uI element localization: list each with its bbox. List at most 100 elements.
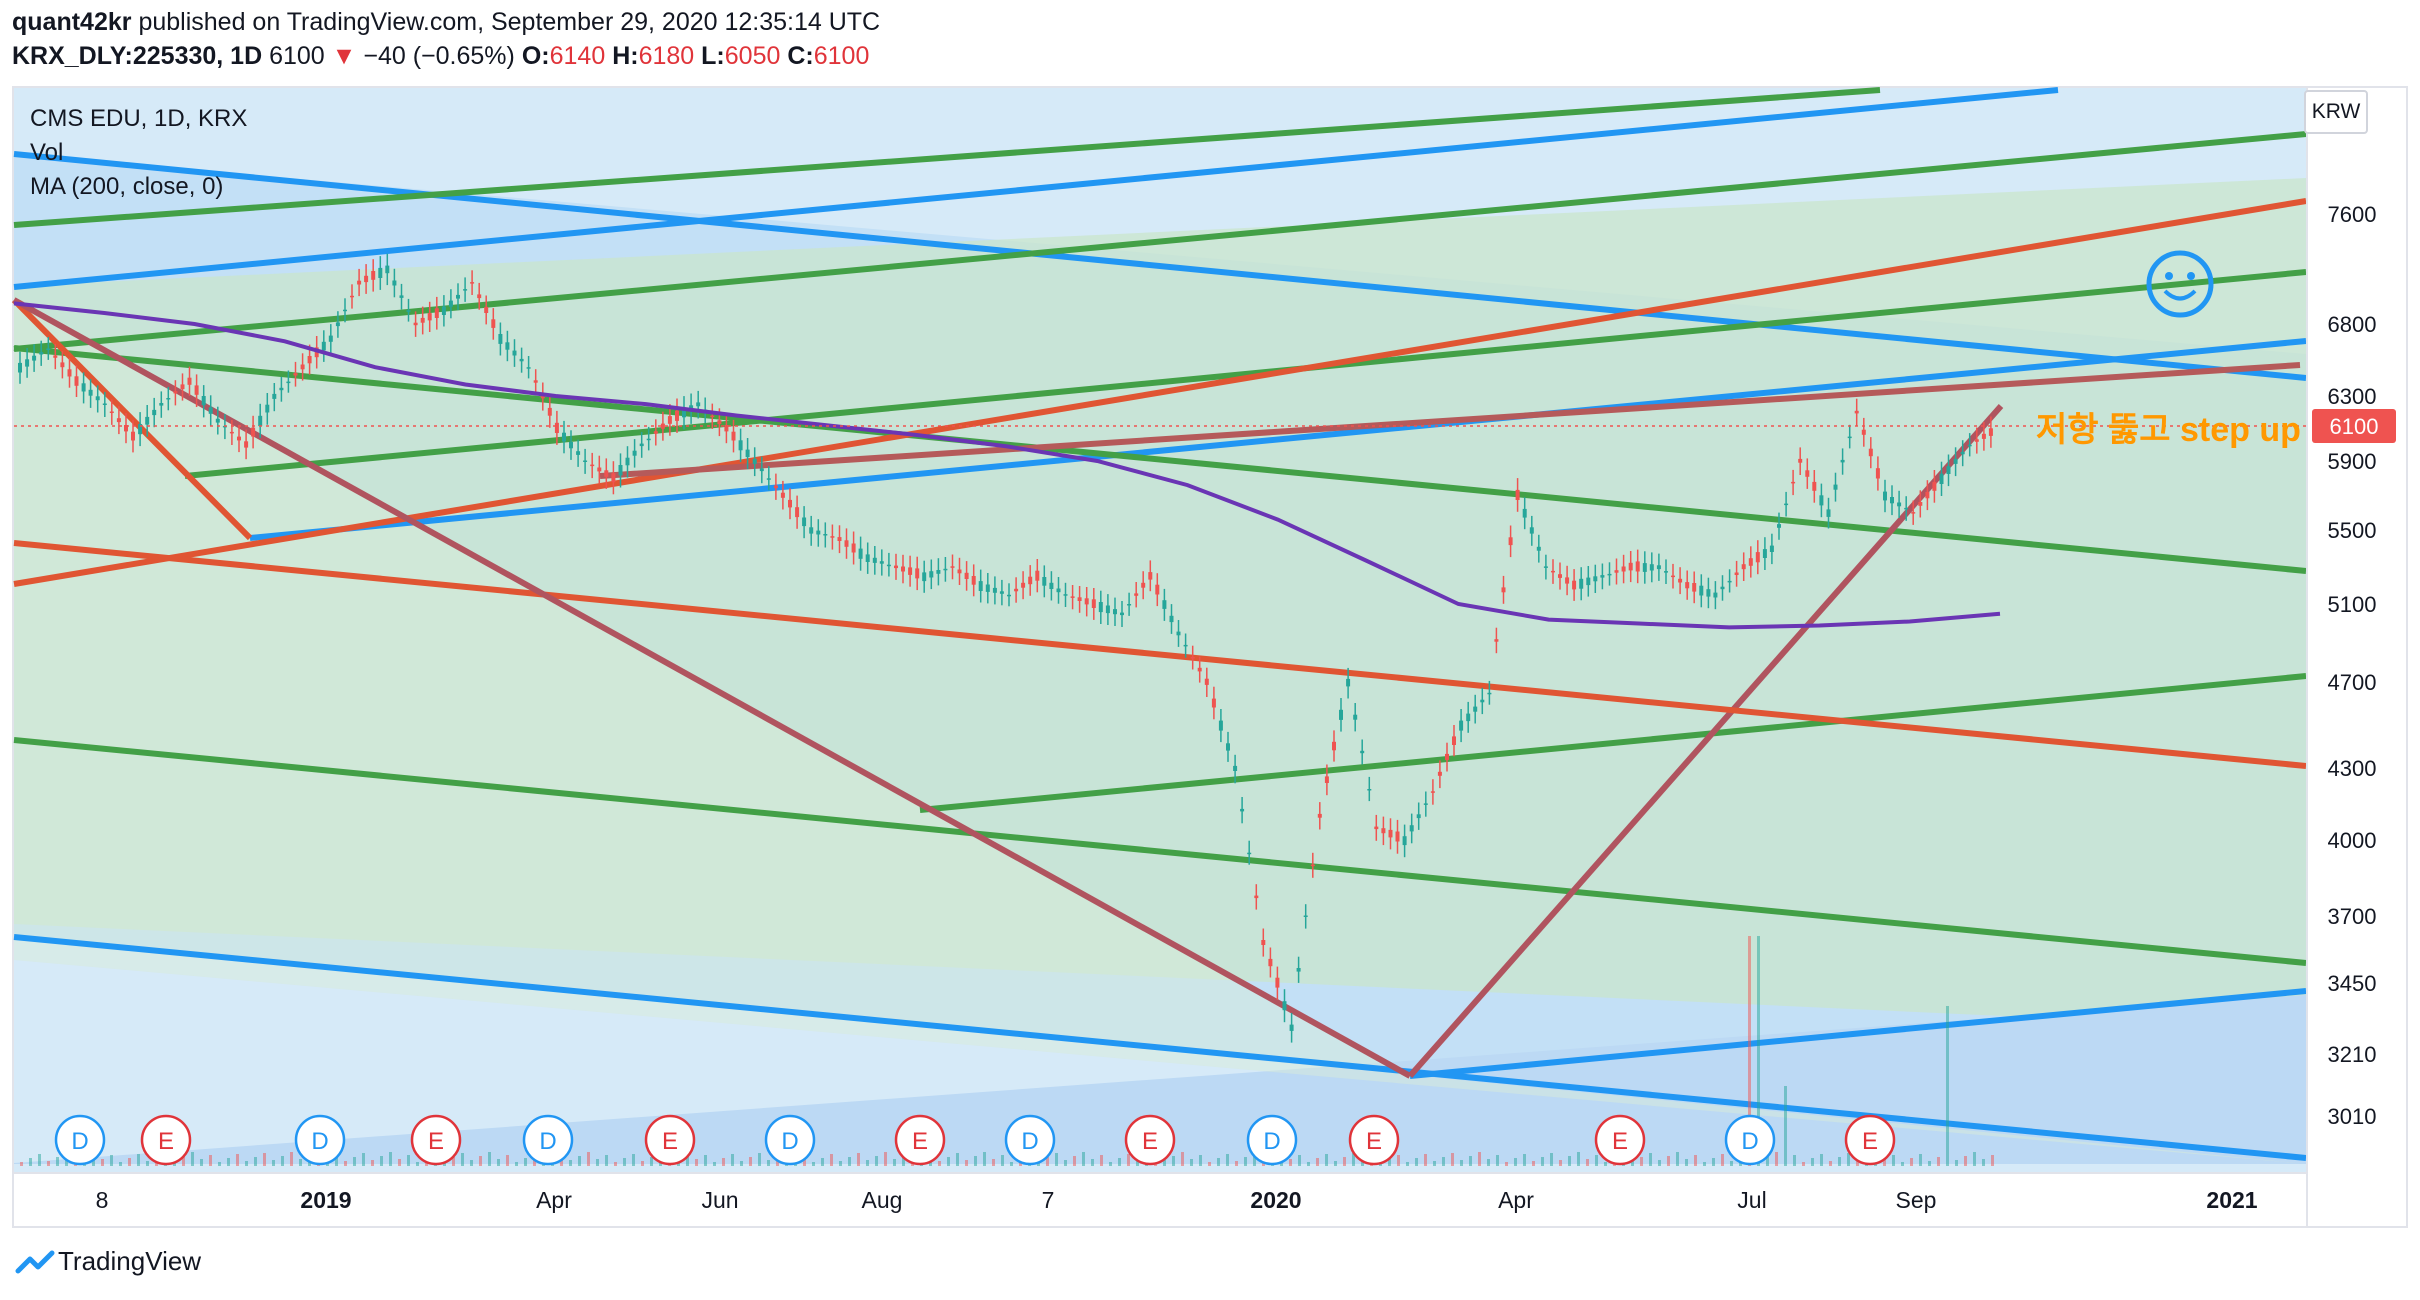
- volume-bar: [227, 1158, 230, 1166]
- candle-body: [1303, 915, 1308, 917]
- event-marker-label: E: [1612, 1128, 1628, 1155]
- legend-volume[interactable]: Vol: [30, 139, 64, 166]
- fan-fill: [14, 300, 2306, 1164]
- volume-bar: [1235, 1161, 1238, 1166]
- candle-body: [632, 450, 637, 456]
- volume-bar: [1082, 1152, 1085, 1166]
- volume-bar: [1199, 1155, 1202, 1166]
- candle-body: [816, 530, 821, 535]
- candle-body: [427, 313, 432, 321]
- volume-bar: [1694, 1155, 1697, 1166]
- candle-body: [1607, 573, 1612, 576]
- candle-body: [1381, 828, 1386, 834]
- event-marker-label: D: [1021, 1128, 1038, 1155]
- red-down-1: [13, 540, 2307, 769]
- event-marker-d: [1246, 1114, 1298, 1166]
- volume-bar: [299, 1159, 302, 1166]
- candle-body: [1706, 589, 1711, 597]
- volume-bar: [1829, 1161, 1832, 1166]
- tradingview-logo[interactable]: TradingView: [14, 1246, 201, 1277]
- candle-body: [1748, 558, 1753, 566]
- candle-body: [766, 478, 771, 480]
- event-marker-e: [1844, 1114, 1896, 1166]
- svg-text:6100: 6100: [2330, 414, 2379, 439]
- volume-bar: [812, 1162, 815, 1166]
- volume-bar: [1334, 1161, 1337, 1166]
- candle-body: [1854, 410, 1859, 414]
- volume-bar: [263, 1153, 266, 1166]
- volume-bar: [578, 1156, 581, 1166]
- volume-bar: [884, 1152, 887, 1166]
- candle-body: [950, 566, 955, 568]
- candle-body: [1897, 502, 1902, 507]
- candle-body: [1579, 578, 1584, 589]
- author-name[interactable]: quant42kr: [12, 8, 132, 36]
- candle-body: [1685, 582, 1690, 589]
- event-marker-label: E: [428, 1128, 444, 1155]
- candle-body: [1727, 580, 1732, 583]
- volume-bar: [758, 1153, 761, 1166]
- candle-body: [307, 356, 312, 364]
- candle-body: [512, 350, 517, 356]
- candle-body: [922, 572, 927, 582]
- volume-bar: [1982, 1159, 1985, 1166]
- candle-body: [675, 410, 679, 421]
- event-marker-label: E: [1366, 1128, 1382, 1155]
- candle-body: [682, 408, 686, 418]
- volume-bar: [1523, 1154, 1526, 1166]
- candle-body: [463, 289, 468, 291]
- candle-body: [201, 396, 206, 406]
- volume-bar: [632, 1154, 635, 1166]
- candle-body: [321, 341, 326, 351]
- candle-body: [1649, 564, 1654, 571]
- candle-body: [1769, 545, 1774, 552]
- candle-body: [1558, 574, 1562, 578]
- volume-bar: [1784, 1086, 1787, 1166]
- volume-bar: [902, 1155, 905, 1166]
- candle-body: [1918, 502, 1923, 506]
- candle-body: [244, 441, 249, 448]
- candle-body: [1974, 439, 1979, 442]
- price-axis: 7600 6800 6300 5900 5500 5100 4700 4300 4000 3700…: [2328, 202, 2377, 1129]
- candle-body: [1176, 631, 1181, 636]
- candle-body: [1360, 750, 1365, 754]
- high-label: H:: [612, 42, 639, 70]
- volume-bar: [182, 1156, 185, 1166]
- candle-body: [1268, 958, 1273, 967]
- time-tick-label: Aug: [862, 1187, 903, 1213]
- volume-bar: [695, 1159, 698, 1166]
- legend-ma[interactable]: MA (200, close, 0): [30, 173, 224, 200]
- candle-body: [1600, 575, 1605, 578]
- volume-bar: [29, 1158, 32, 1166]
- price-change: −40 (−0.65%): [363, 42, 515, 70]
- current-price-label: 6100: [2312, 409, 2396, 443]
- candle-body: [477, 294, 482, 299]
- candle-body: [1197, 667, 1202, 672]
- volume-bar: [1667, 1156, 1670, 1166]
- candle-body: [639, 443, 644, 447]
- green-down-2: [13, 737, 2307, 966]
- candle-body: [1169, 615, 1174, 623]
- candle-body: [1656, 565, 1661, 570]
- red-fan-1: [1407, 404, 2004, 1078]
- time-tick-label: Apr: [1498, 1187, 1534, 1213]
- candle-body: [978, 581, 983, 591]
- candle-body: [576, 451, 581, 455]
- time-axis: 8 2019 Apr Jun Aug 7 2020 Apr Jul Sep 2021: [96, 1187, 2258, 1213]
- tradingview-icon: [15, 1250, 55, 1274]
- currency-button[interactable]: KRW: [2304, 90, 2368, 134]
- candle-body: [992, 587, 997, 593]
- candle-body: [187, 377, 192, 385]
- candle-body: [1063, 594, 1068, 596]
- candle-body: [413, 322, 418, 326]
- volume-bar: [1640, 1157, 1643, 1166]
- event-marker-e: [1594, 1114, 1646, 1166]
- volume-bar: [1910, 1158, 1913, 1166]
- legend-title[interactable]: CMS EDU, 1D, KRX: [30, 105, 248, 132]
- candle-body: [519, 358, 524, 362]
- volume-bar: [1208, 1162, 1211, 1166]
- volume-bar: [344, 1161, 347, 1166]
- candle-body: [526, 367, 531, 369]
- candle-body: [1473, 706, 1478, 712]
